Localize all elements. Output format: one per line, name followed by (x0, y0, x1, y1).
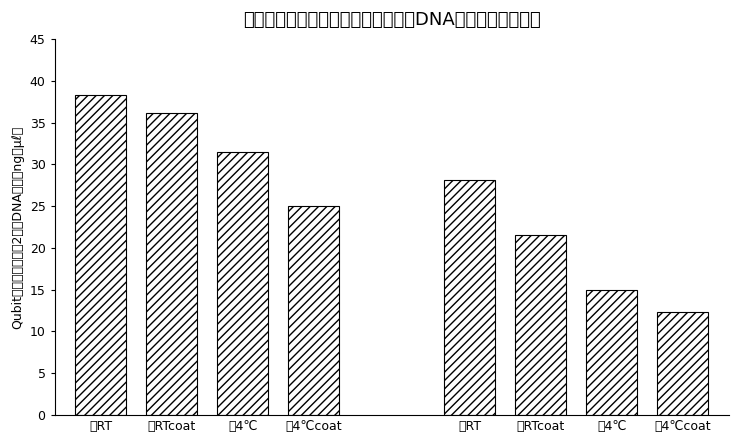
Bar (657, 312, 708, 415)
Bar (75, 95, 127, 415)
Bar (288, 206, 339, 415)
Bar (444, 180, 495, 415)
Bar (515, 235, 566, 415)
Bar (217, 152, 268, 415)
Bar (586, 289, 637, 415)
Bar (146, 113, 198, 415)
Y-axis label: Qubitにより測定した2本鎖DNA収量（ng／μℓ）: Qubitにより測定した2本鎖DNA収量（ng／μℓ） (11, 125, 24, 329)
Title: 未染標本パラフィンコートのゲノムDNA収量に対する影響: 未染標本パラフィンコートのゲノムDNA収量に対する影響 (243, 11, 541, 29)
